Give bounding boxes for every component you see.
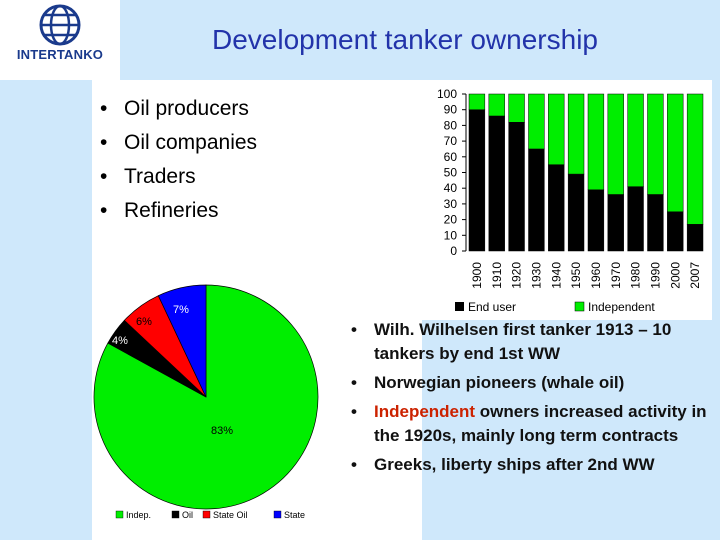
bullet-text-rest: owners increased activity in the 1920s, … bbox=[374, 402, 707, 445]
bullet-item: Oil companies bbox=[100, 126, 410, 160]
bullet-text: Greeks, liberty ships after 2nd WW bbox=[374, 455, 655, 474]
page-title: Development tanker ownership bbox=[212, 24, 598, 55]
logo-text: INTERTANKO bbox=[16, 47, 104, 62]
bullet-text: Wilh. Wilhelsen first tanker 1913 – 10 t… bbox=[374, 320, 672, 363]
bullet-item: Norwegian pioneers (whale oil) bbox=[346, 371, 716, 395]
header bbox=[0, 0, 720, 80]
bottom-bullet-list: Wilh. Wilhelsen first tanker 1913 – 10 t… bbox=[346, 318, 716, 482]
chart-panel bbox=[422, 80, 712, 320]
bullet-item: Independent owners increased activity in… bbox=[346, 400, 716, 448]
bullet-item: Wilh. Wilhelsen first tanker 1913 – 10 t… bbox=[346, 318, 716, 366]
bullet-item: Oil producers bbox=[100, 92, 410, 126]
bullet-item: Refineries bbox=[100, 194, 410, 228]
bullet-item: Traders bbox=[100, 160, 410, 194]
bullet-highlight: Independent bbox=[374, 402, 476, 421]
globe-icon bbox=[39, 4, 81, 46]
bullet-text: Norwegian pioneers (whale oil) bbox=[374, 373, 625, 392]
top-bullet-list: Oil producers Oil companies Traders Refi… bbox=[100, 92, 410, 228]
logo: INTERTANKO bbox=[0, 0, 120, 80]
bullet-item: Greeks, liberty ships after 2nd WW bbox=[346, 453, 716, 477]
